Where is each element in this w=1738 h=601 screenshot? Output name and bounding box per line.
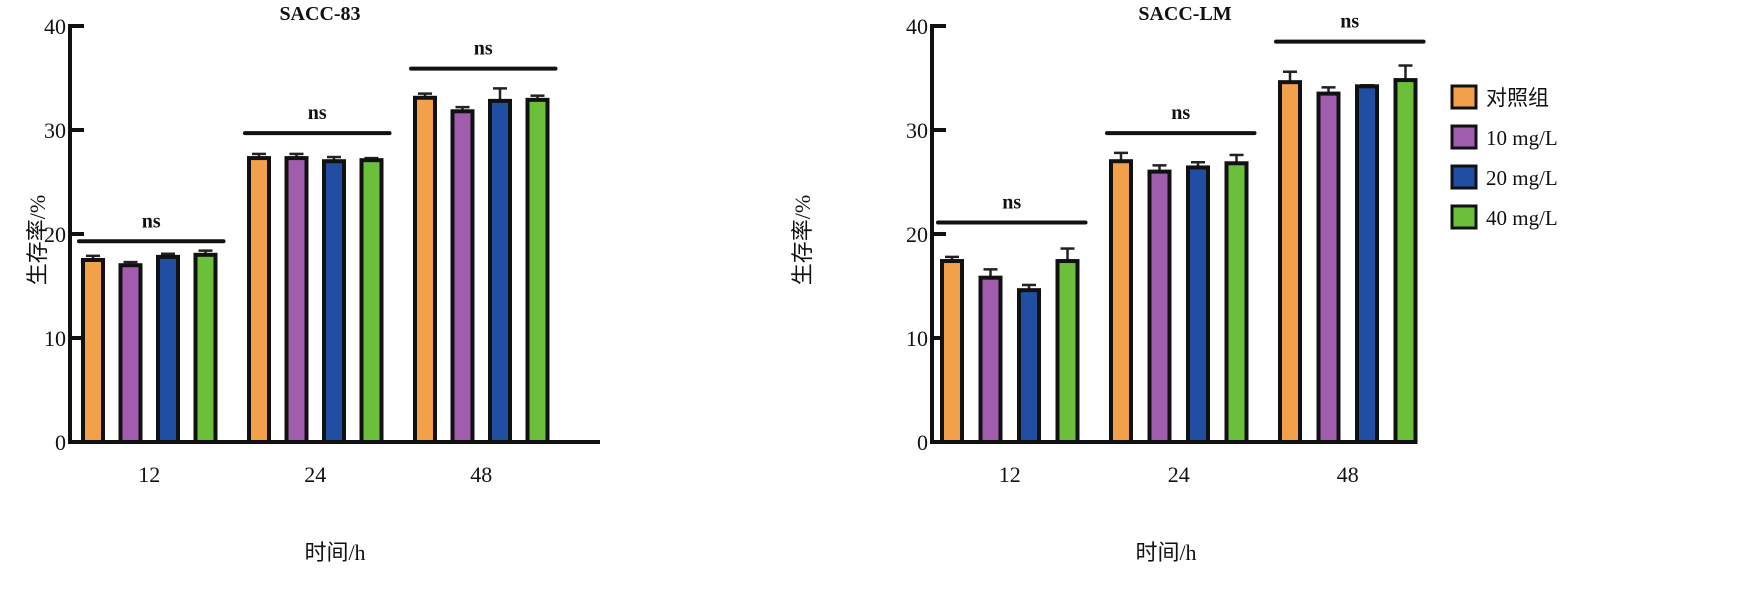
bar	[450, 109, 475, 444]
y-tick-label: 40	[906, 14, 928, 39]
bar	[156, 254, 180, 444]
chart-title: SACC-LM	[1138, 3, 1231, 25]
bar	[247, 156, 271, 445]
legend-label: 40 mg/L	[1486, 206, 1558, 230]
bar	[1109, 159, 1133, 444]
y-axis-label: 生存率/%	[790, 195, 815, 285]
bar	[1393, 78, 1418, 445]
bar	[488, 98, 512, 444]
x-tick-label: 48	[1337, 462, 1359, 487]
chart-title: SACC-83	[279, 3, 360, 25]
bar	[193, 252, 218, 444]
y-tick-label: 30	[44, 118, 66, 143]
y-axis-label: 生存率/%	[25, 195, 50, 285]
bar	[1316, 91, 1341, 444]
bar	[978, 275, 1003, 444]
significance-label: ns	[1340, 11, 1359, 33]
y-tick-label: 20	[44, 222, 66, 247]
legend-label: 10 mg/L	[1486, 126, 1558, 150]
x-tick-label: 12	[138, 462, 160, 487]
x-axis-label: 时间/h	[1135, 540, 1196, 565]
significance-label: ns	[1002, 192, 1021, 214]
bar	[413, 95, 437, 444]
bar	[1147, 169, 1172, 444]
bar	[1055, 259, 1080, 445]
y-tick-label: 40	[44, 14, 66, 39]
legend-swatch	[1450, 204, 1478, 230]
significance-label: ns	[308, 102, 327, 124]
bar	[1186, 165, 1210, 444]
legend-swatch	[1450, 124, 1478, 150]
bar	[118, 263, 143, 445]
chart-panel-2: SACC-LM 0 10 20 30 40 生存率/% 时间/h 12 ns 24 ns 48 ns 对照组…	[790, 3, 1558, 565]
significance-label: ns	[142, 210, 161, 232]
x-tick-label: 24	[304, 462, 326, 487]
legend-label: 20 mg/L	[1486, 166, 1558, 190]
bar	[284, 156, 309, 445]
y-tick-label: 10	[44, 326, 66, 351]
legend: 对照组 10 mg/L 20 mg/L 40 mg/L	[1450, 84, 1558, 230]
bar	[1278, 80, 1302, 444]
y-tick-label: 20	[906, 222, 928, 247]
bar	[1017, 288, 1041, 444]
significance-label: ns	[1171, 102, 1190, 124]
y-tick-label: 10	[906, 326, 928, 351]
x-tick-label: 24	[1168, 462, 1190, 487]
bar	[525, 97, 550, 444]
chart-panel-1: SACC-83 0 10 20 30 40 生存率/% 时间/h 12 ns 24 ns 48 ns	[25, 3, 600, 565]
legend-label: 对照组	[1486, 86, 1549, 110]
bar	[81, 258, 105, 444]
y-tick-label: 30	[906, 118, 928, 143]
legend-swatch	[1450, 164, 1478, 190]
y-tick-label: 0	[55, 430, 66, 455]
x-tick-label: 12	[999, 462, 1021, 487]
bar	[940, 259, 964, 445]
x-tick-label: 48	[470, 462, 492, 487]
bar	[322, 159, 346, 444]
significance-label: ns	[474, 38, 493, 60]
bar	[359, 158, 384, 444]
bar	[1224, 161, 1249, 444]
bar	[1355, 84, 1379, 444]
legend-swatch	[1450, 84, 1478, 110]
y-tick-label: 0	[917, 430, 928, 455]
x-axis-label: 时间/h	[304, 540, 365, 565]
